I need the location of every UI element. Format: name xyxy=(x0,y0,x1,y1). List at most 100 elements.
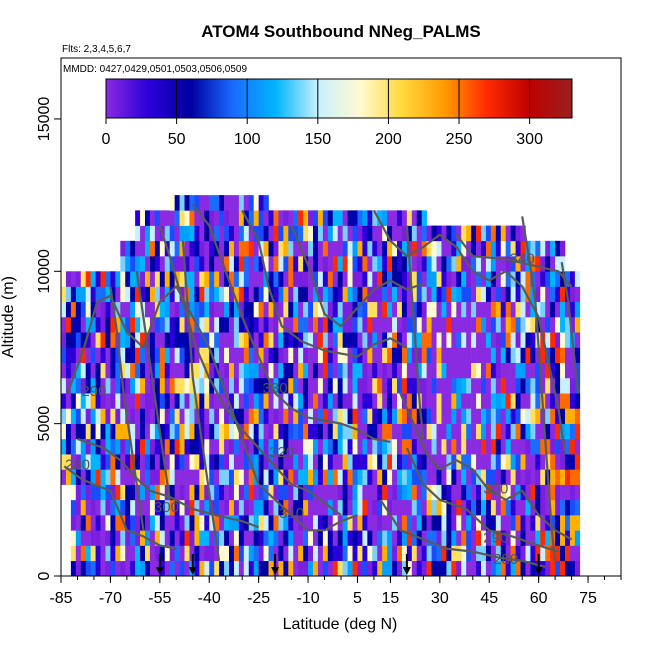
heat-cell xyxy=(219,515,225,531)
heat-cell xyxy=(214,484,220,501)
heat-cell xyxy=(342,271,348,287)
heat-cell xyxy=(154,362,161,379)
heat-cell xyxy=(495,347,502,364)
heat-cell xyxy=(209,408,215,424)
heat-cell xyxy=(184,377,190,394)
heat-cell xyxy=(426,225,432,242)
heat-cell xyxy=(169,545,175,562)
heat-cell xyxy=(416,408,423,424)
heat-cell xyxy=(416,499,423,516)
heat-cell xyxy=(456,271,462,287)
heat-cell xyxy=(189,317,195,333)
heat-cell xyxy=(466,240,472,257)
heat-cell xyxy=(214,560,220,576)
heat-cell xyxy=(574,499,581,516)
heat-cell xyxy=(278,545,284,562)
heat-cell xyxy=(446,317,452,333)
heat-cell xyxy=(145,271,151,287)
heat-cell xyxy=(431,256,437,272)
heat-cell xyxy=(298,423,304,440)
heat-cell xyxy=(510,301,516,318)
heat-cell xyxy=(174,393,180,409)
heat-cell xyxy=(525,499,531,516)
heat-cell xyxy=(397,423,403,440)
heat-cell xyxy=(174,362,180,379)
heat-cell xyxy=(574,545,581,562)
heat-cell xyxy=(352,484,358,501)
heat-cell xyxy=(263,210,269,226)
colorbar-tick-label: 200 xyxy=(375,131,402,148)
heat-cell xyxy=(441,362,447,379)
heat-cell xyxy=(342,408,348,424)
heat-cell xyxy=(243,240,250,257)
heat-cell xyxy=(169,530,175,546)
heat-cell xyxy=(392,271,398,287)
heat-cell xyxy=(199,286,205,303)
heat-cell xyxy=(555,423,561,440)
heat-cell xyxy=(411,240,418,257)
heat-cell xyxy=(416,362,423,379)
heat-cell xyxy=(75,347,82,364)
heat-cell xyxy=(263,438,269,455)
heat-cell xyxy=(342,515,348,531)
heat-cell xyxy=(485,469,492,485)
heat-cell xyxy=(530,332,536,348)
heat-cell xyxy=(61,271,67,287)
heat-cell xyxy=(100,484,106,501)
heat-cell xyxy=(194,240,200,257)
heat-cell xyxy=(416,256,423,272)
heat-cell xyxy=(426,408,432,424)
heat-cell xyxy=(258,225,264,242)
heat-cell xyxy=(347,423,353,440)
heat-cell xyxy=(387,317,393,333)
heat-cell xyxy=(411,438,418,455)
heat-cell xyxy=(273,225,279,242)
heat-cell xyxy=(446,530,452,546)
heat-cell xyxy=(125,240,131,257)
heat-cell xyxy=(466,286,472,303)
heat-cell xyxy=(555,499,561,516)
heat-cell xyxy=(313,423,319,440)
heat-cell xyxy=(481,225,487,242)
heat-cell xyxy=(421,256,427,272)
heat-cell xyxy=(229,515,235,531)
heat-cell xyxy=(510,240,516,257)
heat-cell xyxy=(540,240,546,257)
heat-cell xyxy=(219,362,225,379)
heat-cell xyxy=(392,545,398,562)
heat-cell xyxy=(555,317,561,333)
heat-cell xyxy=(85,393,91,409)
heat-cell xyxy=(476,347,482,364)
heat-cell xyxy=(436,530,442,546)
heat-cell xyxy=(397,225,403,242)
heat-cell xyxy=(130,499,136,516)
heat-cell xyxy=(219,195,225,211)
heat-cell xyxy=(204,454,210,470)
heat-cell xyxy=(569,347,576,364)
heat-cell xyxy=(525,301,531,318)
heat-cell xyxy=(120,256,126,272)
heat-cell xyxy=(500,484,507,501)
heat-cell xyxy=(352,256,358,272)
heat-cell xyxy=(476,332,482,348)
heat-cell xyxy=(560,377,566,394)
heat-cell xyxy=(115,545,121,562)
heat-cell xyxy=(313,545,319,562)
heat-cell xyxy=(288,332,294,348)
heat-cell xyxy=(451,408,457,424)
heat-cell xyxy=(436,347,442,364)
heat-cell xyxy=(431,240,437,257)
heat-cell xyxy=(75,560,82,576)
heat-cell xyxy=(540,499,546,516)
heat-cell xyxy=(174,317,180,333)
heat-cell xyxy=(204,393,210,409)
heat-cell xyxy=(411,393,418,409)
heat-cell xyxy=(525,560,531,576)
heat-cell xyxy=(555,332,561,348)
heat-cell xyxy=(90,332,96,348)
heat-cell xyxy=(565,271,571,287)
heat-cell xyxy=(105,499,111,516)
heat-cell xyxy=(431,408,437,424)
heat-cell xyxy=(530,347,536,364)
heat-cell xyxy=(273,256,279,272)
